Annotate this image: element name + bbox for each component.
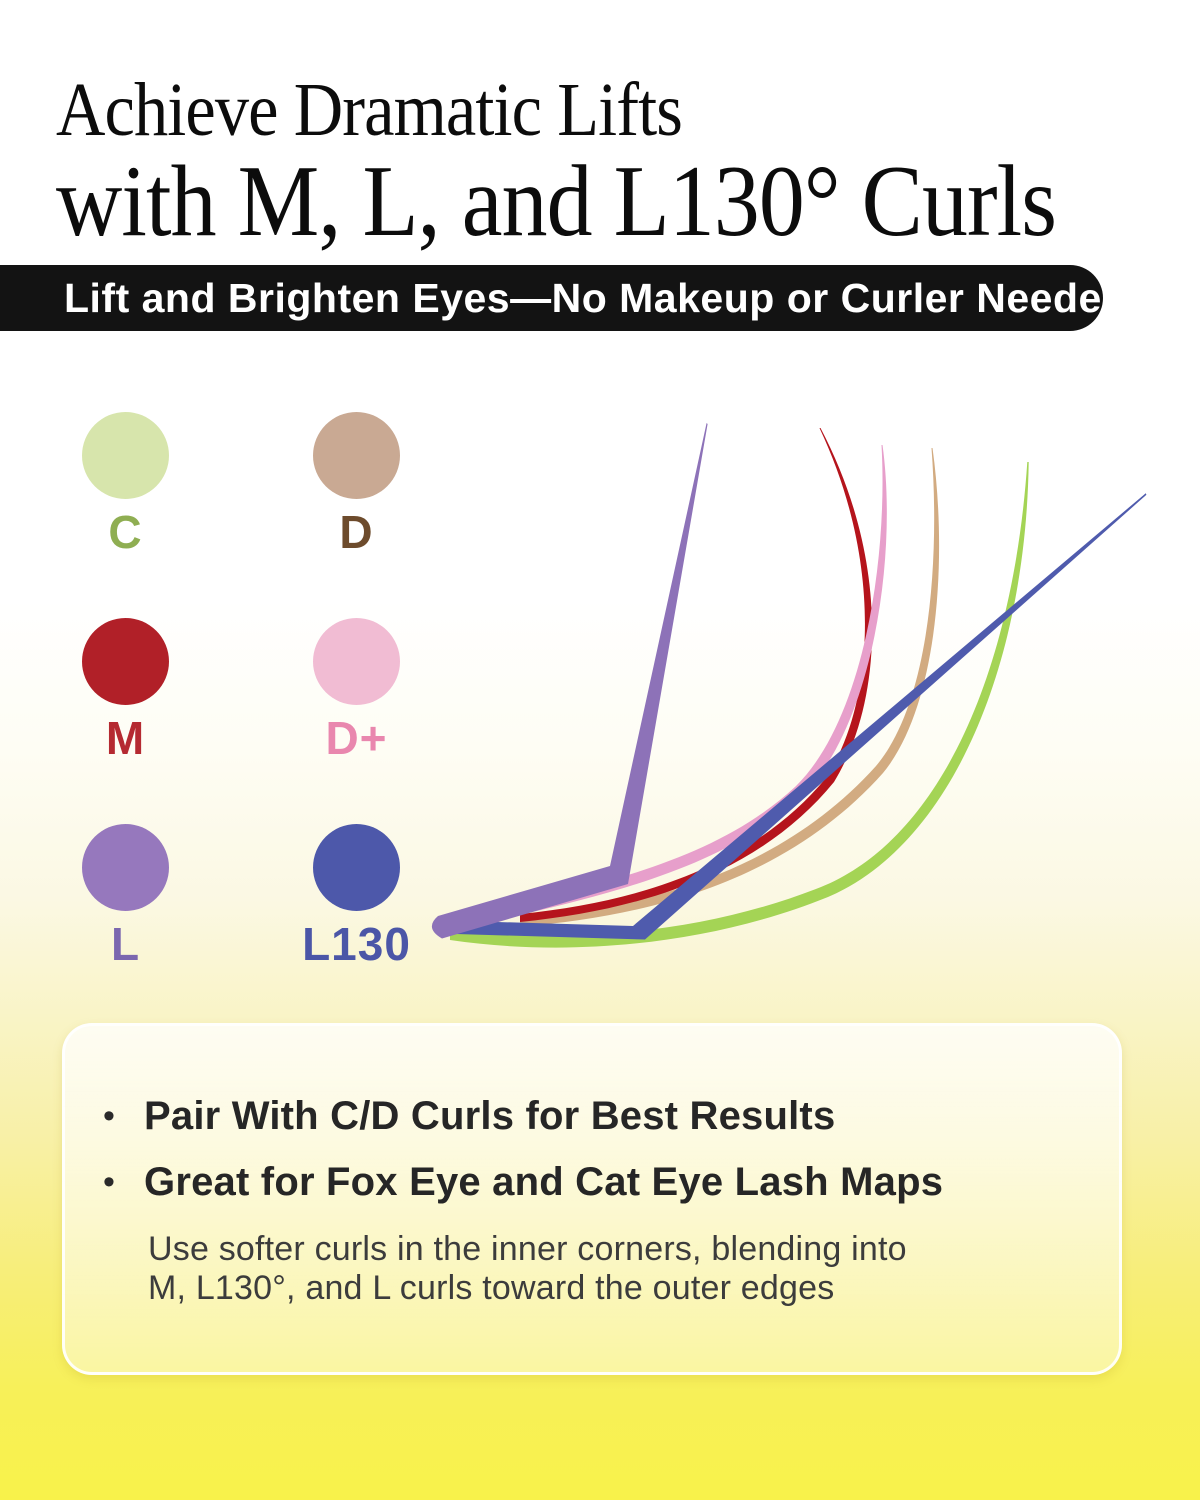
curve-l-curl <box>431 423 708 939</box>
subtitle-banner-text: Lift and Brighten Eyes—No Makeup or Curl… <box>64 274 1128 321</box>
m-curl-swatch <box>82 618 169 705</box>
d-curl-label: D <box>339 506 374 558</box>
legend-item-l: L <box>53 824 198 1030</box>
legend-item-d: D <box>284 412 429 618</box>
page-title: Achieve Dramatic Lifts with M, L, and L1… <box>56 72 1167 256</box>
curve-m-curl <box>520 428 873 922</box>
bullet-dot: • <box>103 1163 115 1201</box>
l-curl-label: L <box>110 918 141 970</box>
list-item: • Pair With C/D Curls for Best Results <box>103 1092 1119 1140</box>
bullet-dot: • <box>103 1097 115 1135</box>
curve-l130-curl <box>443 493 1147 940</box>
note-line-2: M, L130°, and L curls toward the outer e… <box>148 1269 835 1307</box>
title-line-1: Achieve Dramatic Lifts <box>56 68 683 152</box>
l-curl-swatch <box>82 824 169 911</box>
bullet-text-pair-with-cd: Pair With C/D Curls for Best Results <box>144 1094 836 1138</box>
bullet-text-fox-cat-eye: Great for Fox Eye and Cat Eye Lash Maps <box>144 1160 944 1204</box>
bullet-list: • Pair With C/D Curls for Best Results •… <box>103 1092 1119 1206</box>
subtitle-banner: Lift and Brighten Eyes—No Makeup or Curl… <box>0 265 1127 331</box>
title-line-2: with M, L, and L130° Curls <box>56 145 1057 258</box>
c-curl-label: C <box>108 506 143 558</box>
c-curl-swatch <box>82 412 169 499</box>
l130-curl-label: L130 <box>302 918 411 970</box>
dplus-curl-swatch <box>313 618 400 705</box>
list-item: • Great for Fox Eye and Cat Eye Lash Map… <box>103 1158 1119 1206</box>
legend-item-m: M <box>53 618 198 824</box>
l130-curl-swatch <box>313 824 400 911</box>
note-text: Use softer curls in the inner corners, b… <box>148 1230 1119 1308</box>
legend-item-c: C <box>53 412 198 618</box>
d-curl-swatch <box>313 412 400 499</box>
legend-item-l130: L130 <box>284 824 429 1030</box>
m-curl-label: M <box>105 712 146 764</box>
info-box: • Pair With C/D Curls for Best Results •… <box>62 1023 1122 1375</box>
curve-d-curl <box>520 448 940 927</box>
curve-c-curl <box>450 462 1029 948</box>
curve-dplus-curl <box>455 445 887 930</box>
note-line-1: Use softer curls in the inner corners, b… <box>148 1230 907 1268</box>
dplus-curl-label: D+ <box>325 712 388 764</box>
legend-item-dplus: D+ <box>284 618 429 824</box>
curl-legend: C D M D+ L L130 <box>53 412 429 1030</box>
